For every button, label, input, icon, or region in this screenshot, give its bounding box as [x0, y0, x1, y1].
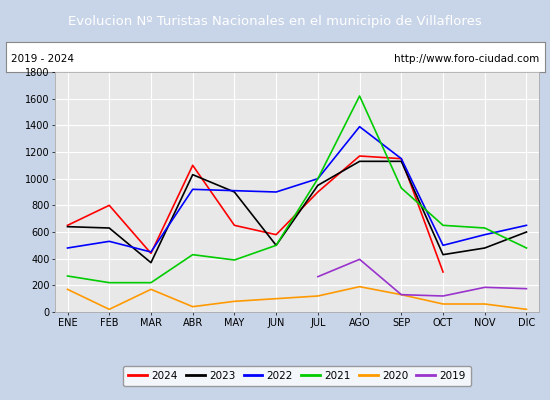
Text: 2019 - 2024: 2019 - 2024	[11, 54, 74, 64]
Text: http://www.foro-ciudad.com: http://www.foro-ciudad.com	[394, 54, 539, 64]
Text: Evolucion Nº Turistas Nacionales en el municipio de Villaflores: Evolucion Nº Turistas Nacionales en el m…	[68, 14, 482, 28]
Legend: 2024, 2023, 2022, 2021, 2020, 2019: 2024, 2023, 2022, 2021, 2020, 2019	[123, 366, 471, 386]
